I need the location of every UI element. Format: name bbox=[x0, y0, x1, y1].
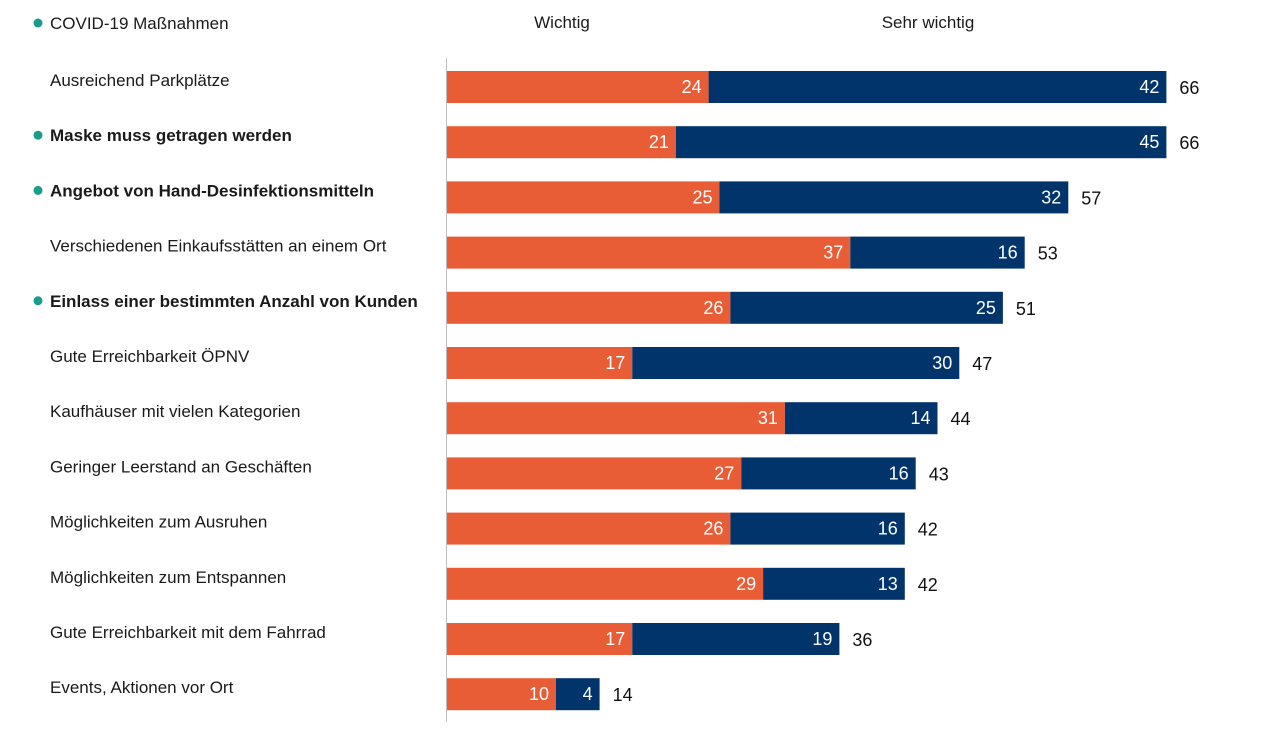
bar-segment-sehr-wichtig bbox=[708, 71, 1167, 103]
bar-segment-wichtig bbox=[447, 402, 785, 435]
bar-value-label: 26 bbox=[703, 298, 723, 318]
bar-value-label: 10 bbox=[529, 684, 549, 704]
bar-segment-wichtig bbox=[447, 291, 731, 324]
bar-segment-sehr-wichtig bbox=[730, 512, 905, 545]
bar-value-label: 16 bbox=[889, 463, 909, 483]
bar-total-label: 51 bbox=[1016, 299, 1036, 319]
bar-value-label: 32 bbox=[1041, 187, 1061, 207]
category-label: Gute Erreichbarkeit mit dem Fahrrad bbox=[50, 623, 326, 642]
bar-segment-wichtig bbox=[447, 126, 676, 159]
bar-segment-sehr-wichtig bbox=[763, 567, 905, 600]
bar-value-label: 42 bbox=[1139, 77, 1159, 97]
category-label: Events, Aktionen vor Ort bbox=[50, 678, 234, 697]
bar-value-label: 29 bbox=[736, 574, 756, 594]
category-label: Möglichkeiten zum Ausruhen bbox=[50, 513, 267, 532]
bar-segment-sehr-wichtig bbox=[784, 402, 938, 435]
category-label: Ausreichend Parkplätze bbox=[50, 71, 230, 90]
bar-total-label: 44 bbox=[951, 409, 971, 429]
bar-value-label: 26 bbox=[703, 519, 723, 539]
category-label: Kaufhäuser mit vielen Kategorien bbox=[50, 402, 300, 421]
bar-value-label: 13 bbox=[878, 574, 898, 594]
covid-legend-dot bbox=[33, 18, 43, 28]
covid-legend-label: COVID-19 Maßnahmen bbox=[50, 14, 229, 33]
bar-segment-sehr-wichtig bbox=[675, 126, 1167, 159]
category-label: Maske muss getragen werden bbox=[50, 126, 292, 145]
bar-segment-sehr-wichtig bbox=[719, 181, 1069, 214]
bar-value-label: 4 bbox=[583, 684, 593, 704]
bar-value-label: 25 bbox=[976, 298, 996, 318]
bar-segment-sehr-wichtig bbox=[741, 457, 916, 490]
bar-value-label: 16 bbox=[998, 243, 1018, 263]
bar-value-label: 14 bbox=[910, 408, 930, 428]
bar-segment-sehr-wichtig bbox=[632, 347, 960, 379]
bar-segment-sehr-wichtig bbox=[632, 623, 840, 655]
bar-segment-wichtig bbox=[447, 181, 720, 214]
bar-value-label: 17 bbox=[605, 353, 625, 373]
bar-value-label: 37 bbox=[823, 243, 843, 263]
bar-segment-wichtig bbox=[447, 623, 633, 655]
category-label: Verschiedenen Einkaufsstätten an einem O… bbox=[50, 237, 387, 256]
bar-segment-wichtig bbox=[447, 567, 764, 600]
bar-segment-wichtig bbox=[447, 236, 851, 269]
bar-value-label: 17 bbox=[605, 629, 625, 649]
bar-segment-wichtig bbox=[447, 457, 742, 490]
bar-total-label: 43 bbox=[929, 464, 949, 484]
bar-value-label: 30 bbox=[932, 353, 952, 373]
bar-value-label: 24 bbox=[682, 77, 702, 97]
bar-value-label: 21 bbox=[649, 132, 669, 152]
category-label: Möglichkeiten zum Entspannen bbox=[50, 568, 286, 587]
category-labels: Ausreichend Parkplätze Maske muss getrage… bbox=[33, 71, 418, 697]
bar-total-label: 14 bbox=[613, 685, 633, 705]
bar-total-label: 47 bbox=[972, 354, 992, 374]
category-label: Einlass einer bestimmten Anzahl von Kund… bbox=[50, 292, 418, 311]
bars: 24 42 66 21 45 66 25 32 57 37 16 53 26 25 51 17 30 47 31 14… bbox=[447, 71, 1199, 711]
bar-segment-wichtig bbox=[447, 347, 633, 379]
bar-segment-sehr-wichtig bbox=[850, 236, 1025, 269]
bar-value-label: 31 bbox=[758, 408, 778, 428]
bar-segment-sehr-wichtig bbox=[556, 678, 600, 711]
bar-total-label: 36 bbox=[852, 630, 872, 650]
bar-segment-wichtig bbox=[447, 71, 709, 103]
category-label: Angebot von Hand-Desinfektionsmitteln bbox=[50, 181, 374, 200]
bar-value-label: 27 bbox=[714, 463, 734, 483]
bar-segment-wichtig bbox=[447, 512, 731, 545]
bar-segment-sehr-wichtig bbox=[730, 291, 1003, 324]
covid-marker-dot bbox=[33, 130, 43, 140]
bar-total-label: 57 bbox=[1081, 188, 1101, 208]
bar-value-label: 45 bbox=[1139, 132, 1159, 152]
legend: COVID-19 Maßnahmen Wichtig Sehr wichtig bbox=[33, 13, 975, 33]
bar-total-label: 42 bbox=[918, 520, 938, 540]
covid-marker-dot bbox=[33, 185, 43, 195]
bar-total-label: 66 bbox=[1179, 133, 1199, 153]
bar-segment-wichtig bbox=[447, 678, 556, 711]
bar-total-label: 53 bbox=[1038, 244, 1058, 264]
legend-wichtig: Wichtig bbox=[534, 13, 590, 32]
category-label: Gute Erreichbarkeit ÖPNV bbox=[50, 347, 250, 366]
category-label: Geringer Leerstand an Geschäften bbox=[50, 457, 312, 476]
covid-marker-dot bbox=[33, 296, 43, 306]
bar-value-label: 19 bbox=[812, 629, 832, 649]
bar-total-label: 42 bbox=[918, 575, 938, 595]
bar-total-label: 66 bbox=[1179, 78, 1199, 98]
bar-value-label: 16 bbox=[878, 519, 898, 539]
legend-sehr-wichtig: Sehr wichtig bbox=[882, 13, 975, 32]
bar-value-label: 25 bbox=[692, 187, 712, 207]
